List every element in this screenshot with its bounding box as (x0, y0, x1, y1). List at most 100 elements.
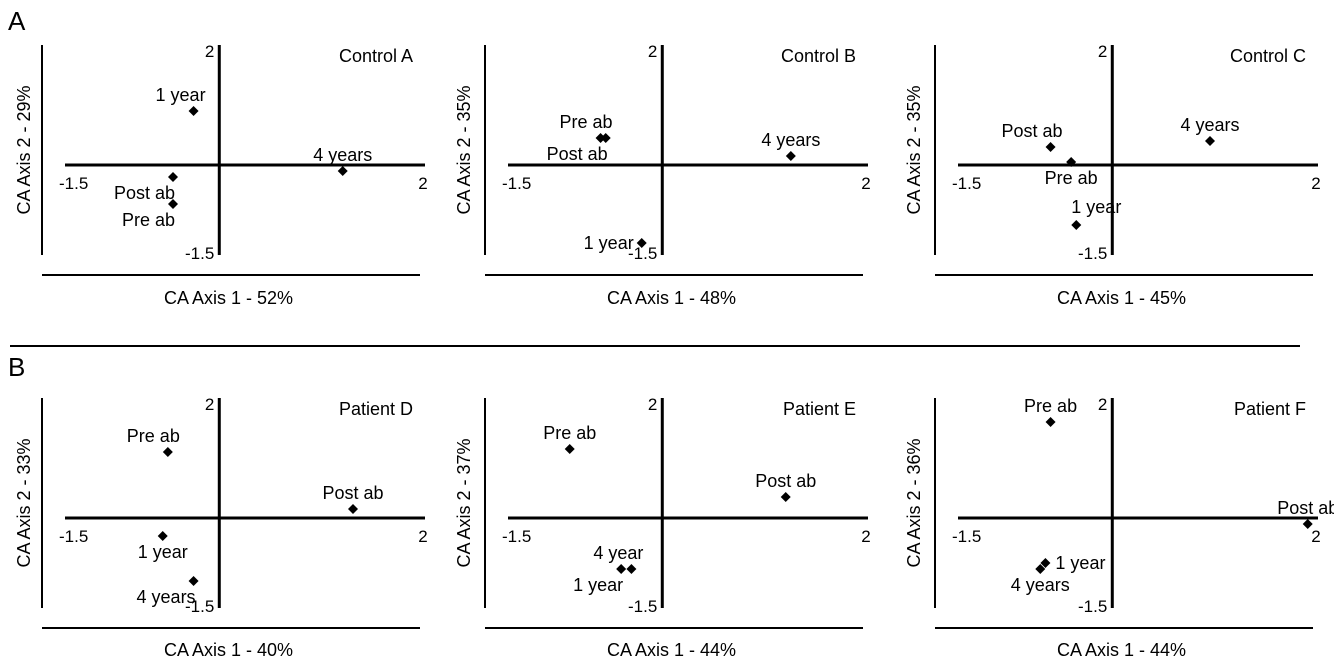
data-point-label: 1 year (1055, 553, 1105, 573)
subplot-1: -1.5 2 2 -1.5 Control A CA Axis 1 - 52% CA Axi… (14, 42, 428, 308)
data-point-label: 4 years (1011, 575, 1070, 595)
x-axis-label: CA Axis 1 - 45% (1057, 288, 1186, 308)
x-tick-label-min: -1.5 (59, 527, 88, 546)
data-point (168, 172, 178, 182)
y-axis-label: CA Axis 2 - 33% (14, 438, 34, 567)
subplot-title: Control B (781, 46, 856, 66)
x-tick-label-max: 2 (418, 174, 427, 193)
data-point (1071, 220, 1082, 230)
data-point (1302, 519, 1313, 529)
subplot-title: Patient E (783, 399, 856, 419)
panel-separator (10, 345, 1300, 347)
data-point-label: Post ab (1277, 498, 1334, 518)
data-point (157, 531, 168, 541)
x-axis-label: CA Axis 1 - 40% (164, 640, 293, 660)
y-axis-label: CA Axis 2 - 29% (14, 85, 34, 214)
data-point (1066, 157, 1077, 167)
data-point (616, 564, 627, 574)
subplot-6: -1.5 2 2 -1.5 Patient F CA Axis 1 - 44% CA Axi… (904, 395, 1334, 660)
data-point-label: Post ab (755, 471, 816, 491)
x-tick-label-min: -1.5 (952, 527, 981, 546)
data-point-label: 4 years (137, 587, 196, 607)
data-point (595, 133, 606, 143)
data-point-label: 4 year (593, 543, 643, 563)
y-tick-label-max: 2 (648, 395, 657, 414)
data-point-label: Pre ab (1024, 396, 1077, 416)
y-tick-label-max: 2 (205, 42, 214, 61)
subplot-5: -1.5 2 2 -1.5 Patient E CA Axis 1 - 44% CA Axi… (454, 395, 871, 660)
subplot-title: Control C (1230, 46, 1306, 66)
y-tick-label-min: -1.5 (628, 597, 657, 616)
data-point (1045, 417, 1056, 427)
x-tick-label-min: -1.5 (952, 174, 981, 193)
subplot-title: Patient D (339, 399, 413, 419)
y-tick-label-max: 2 (1098, 395, 1107, 414)
x-tick-label-max: 2 (861, 174, 870, 193)
data-point (1205, 136, 1215, 146)
data-point (337, 166, 348, 176)
data-point-label: Post ab (322, 483, 383, 503)
x-tick-label-max: 2 (1311, 527, 1320, 546)
x-axis-label: CA Axis 1 - 52% (164, 288, 293, 308)
data-point-label: 1 year (156, 85, 206, 105)
data-point-label: 1 year (138, 542, 188, 562)
data-point (636, 238, 647, 248)
y-axis-label: CA Axis 2 - 35% (904, 85, 924, 214)
x-tick-label-min: -1.5 (59, 174, 88, 193)
panel-letter-a: A (8, 6, 26, 36)
data-point (626, 564, 637, 574)
y-tick-label-max: 2 (648, 42, 657, 61)
data-point (348, 504, 358, 514)
data-point (162, 447, 173, 457)
y-tick-label-max: 2 (1098, 42, 1107, 61)
data-point-label: Post ab (1002, 121, 1063, 141)
y-tick-label-min: -1.5 (1078, 244, 1107, 263)
subplot-3: -1.5 2 2 -1.5 Control C CA Axis 1 - 45% CA Axi… (904, 42, 1321, 308)
data-point-label: Pre ab (543, 423, 596, 443)
data-point-label: 1 year (1071, 197, 1121, 217)
data-point (1045, 142, 1056, 152)
data-point-label: 1 year (573, 575, 623, 595)
data-point-label: 4 years (313, 145, 372, 165)
subplot-title: Patient F (1234, 399, 1306, 419)
y-tick-label-min: -1.5 (1078, 597, 1107, 616)
data-point-label: Pre ab (127, 426, 180, 446)
x-tick-label-min: -1.5 (502, 174, 531, 193)
subplot-4: -1.5 2 2 -1.5 Patient D CA Axis 1 - 40% CA Axi… (14, 395, 428, 660)
data-point (780, 492, 791, 502)
x-tick-label-max: 2 (418, 527, 427, 546)
x-tick-label-max: 2 (861, 527, 870, 546)
y-axis-label: CA Axis 2 - 36% (904, 438, 924, 567)
data-point-label: Pre ab (122, 210, 175, 230)
y-tick-label-min: -1.5 (628, 244, 657, 263)
data-point-label: Pre ab (560, 112, 613, 132)
subplot-2: -1.5 2 2 -1.5 Control B CA Axis 1 - 48% CA Axi… (454, 42, 871, 308)
x-tick-label-max: 2 (1311, 174, 1320, 193)
data-point-label: 4 years (1180, 115, 1239, 135)
x-axis-label: CA Axis 1 - 48% (607, 288, 736, 308)
data-point (188, 576, 199, 586)
data-point (1040, 558, 1051, 568)
data-point-label: 1 year (584, 233, 634, 253)
y-axis-label: CA Axis 2 - 35% (454, 85, 474, 214)
x-axis-label: CA Axis 1 - 44% (607, 640, 736, 660)
y-tick-label-min: -1.5 (185, 597, 214, 616)
data-point-label: Pre ab (1045, 168, 1098, 188)
data-point (600, 133, 611, 143)
y-tick-label-max: 2 (205, 395, 214, 414)
panel-letter-b: B (8, 352, 26, 382)
y-axis-label: CA Axis 2 - 37% (454, 438, 474, 567)
y-tick-label-min: -1.5 (185, 244, 214, 263)
data-point-label: 4 years (761, 130, 820, 150)
x-tick-label-min: -1.5 (502, 527, 531, 546)
data-point (564, 444, 575, 454)
data-point-label: Post ab (114, 183, 175, 203)
subplot-title: Control A (339, 46, 413, 66)
data-point (168, 199, 178, 209)
data-point (188, 106, 199, 116)
x-axis-label: CA Axis 1 - 44% (1057, 640, 1186, 660)
data-point (785, 151, 796, 161)
data-point-label: Post ab (547, 144, 608, 164)
data-point (1035, 564, 1046, 574)
